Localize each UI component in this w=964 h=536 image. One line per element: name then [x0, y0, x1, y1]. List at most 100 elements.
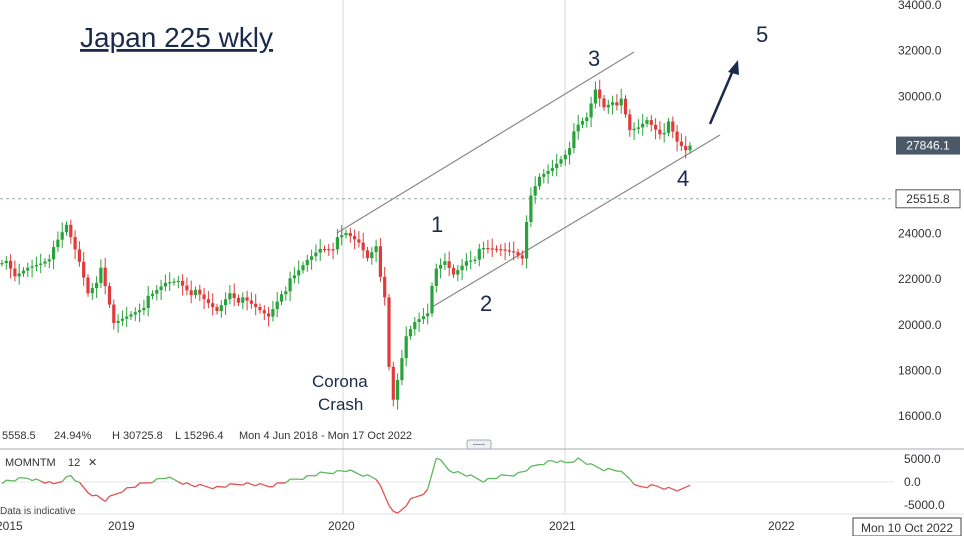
momentum-line	[0, 457, 894, 514]
channel-lower-line	[431, 134, 721, 308]
candle	[310, 249, 314, 270]
candle	[219, 300, 223, 318]
candle	[396, 373, 400, 410]
momentum-segment	[535, 463, 540, 467]
momentum-segment	[681, 486, 686, 490]
momentum-segment	[422, 488, 429, 495]
candle	[236, 294, 241, 307]
y-tick-label: 32000.0	[898, 44, 942, 58]
momentum-segment	[66, 474, 71, 478]
momentum-segment	[543, 460, 549, 466]
candle	[26, 262, 30, 278]
candle	[649, 115, 653, 132]
candle	[168, 272, 172, 291]
candle	[348, 227, 352, 243]
candle	[60, 222, 64, 248]
momentum-segment	[444, 464, 450, 471]
y-tick-label: 24000.0	[898, 226, 942, 240]
momentum-segment	[573, 457, 579, 463]
reference-price-badge: 25515.8	[895, 189, 961, 209]
momentum-segment	[418, 493, 424, 497]
momentum-segment	[332, 469, 338, 475]
candle	[426, 303, 430, 325]
candle	[675, 124, 679, 152]
close-icon[interactable]: ✕	[88, 457, 97, 469]
momentum-segment	[87, 492, 93, 497]
candle	[623, 95, 628, 118]
candle	[211, 293, 215, 316]
momentum-segment	[109, 494, 115, 497]
candle	[9, 254, 13, 279]
candle	[17, 263, 21, 285]
wave-5-arrow-icon	[708, 60, 739, 125]
momentum-segment	[259, 482, 265, 486]
momentum-segment	[113, 492, 119, 496]
momentum-segment	[324, 471, 329, 474]
candle	[537, 173, 542, 190]
momentum-segment	[354, 471, 360, 475]
momentum-segment	[582, 460, 588, 465]
momentum-segment	[173, 478, 179, 483]
y-tick-label: 30000.0	[898, 89, 942, 103]
candle	[666, 118, 671, 137]
candle	[353, 229, 357, 250]
candle	[361, 232, 365, 259]
momentum-segment	[337, 469, 342, 472]
indicator-y-axis: 5000.0 0.0 -5000.0	[904, 452, 945, 512]
wave-label-1: 1	[431, 212, 443, 237]
candle	[456, 265, 460, 282]
momentum-segment	[595, 465, 601, 470]
candle	[318, 239, 322, 261]
candle	[241, 292, 245, 310]
candle	[593, 81, 597, 109]
momentum-segment	[590, 463, 596, 467]
candle	[232, 283, 236, 307]
momentum-segment	[612, 469, 618, 472]
candle	[477, 243, 481, 267]
candle	[598, 79, 602, 107]
momentum-segment	[461, 473, 467, 477]
momentum-segment	[177, 481, 183, 485]
candle	[469, 250, 473, 270]
candle	[516, 248, 520, 259]
momentum-segment	[272, 482, 278, 488]
last-price-badge: 27846.1	[896, 136, 960, 155]
momentum-segment	[388, 505, 394, 512]
candle	[301, 261, 305, 274]
wave-label-5: 5	[756, 22, 768, 47]
candle	[365, 246, 370, 262]
momentum-segment	[74, 480, 80, 483]
momentum-segment	[375, 479, 381, 486]
candle	[90, 283, 94, 300]
candle	[473, 256, 477, 264]
candle	[245, 290, 249, 311]
candle	[400, 349, 404, 386]
candle	[176, 275, 180, 289]
momentum-segment	[478, 479, 484, 483]
momentum-segment	[302, 475, 308, 480]
candle	[202, 287, 206, 310]
y-axis-labels: 34000.032000.030000.028000.024000.022000…	[898, 0, 942, 423]
candle	[322, 245, 327, 253]
candle	[391, 361, 395, 407]
y-tick-label: 20000.0	[898, 318, 942, 332]
candle	[585, 112, 589, 128]
date-badge-text: Mon 10 Oct 2022	[861, 521, 953, 535]
momentum-segment	[255, 482, 261, 487]
candle	[185, 277, 189, 296]
candle	[297, 260, 301, 284]
momentum-segment	[264, 484, 269, 488]
momentum-segment	[152, 478, 158, 484]
candle	[615, 94, 619, 111]
range-high: H 30725.8	[112, 430, 163, 442]
momentum-segment	[78, 481, 85, 488]
momentum-segment	[427, 473, 433, 490]
panel-resize-handle[interactable]	[466, 439, 492, 450]
candle	[344, 229, 348, 239]
momentum-segment	[285, 478, 291, 484]
candle	[679, 133, 683, 151]
candle	[421, 308, 425, 325]
candle	[150, 290, 155, 300]
indicator-period: 12	[68, 457, 80, 469]
indicator-legend: MOMNTM 12 ✕	[5, 457, 97, 469]
